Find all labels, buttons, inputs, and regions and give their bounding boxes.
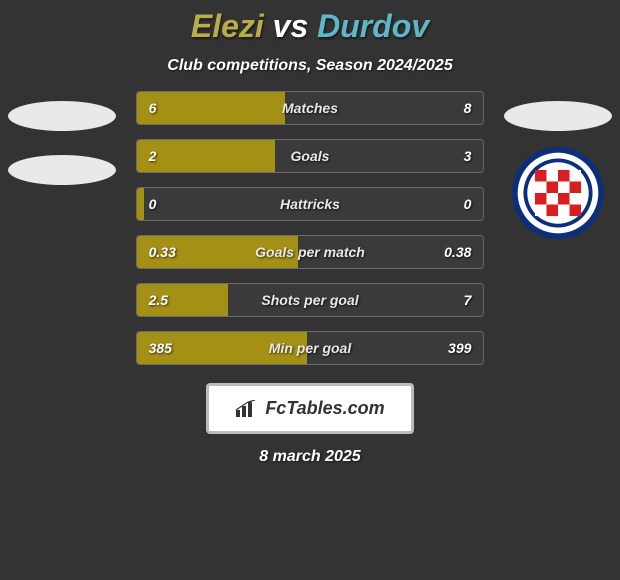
player-a-crest-placeholder <box>8 155 116 185</box>
left-side <box>6 91 118 199</box>
stat-value-left: 6 <box>149 100 157 116</box>
stat-row: 2 Goals 3 <box>136 139 485 173</box>
stat-bar-fill <box>137 92 286 124</box>
stat-label: Min per goal <box>269 340 351 356</box>
vs-text: vs <box>273 8 309 44</box>
player-b-name: Durdov <box>317 8 429 44</box>
stat-row: 0.33 Goals per match 0.38 <box>136 235 485 269</box>
brand-text: FcTables.com <box>265 398 384 419</box>
stat-row: 0 Hattricks 0 <box>136 187 485 221</box>
stat-value-left: 2 <box>149 148 157 164</box>
stat-value-left: 385 <box>149 340 172 356</box>
stat-value-left: 0.33 <box>149 244 176 260</box>
stat-value-right: 0 <box>464 196 472 212</box>
chart-icon <box>235 400 257 418</box>
stat-row: 6 Matches 8 <box>136 91 485 125</box>
stat-row: 385 Min per goal 399 <box>136 331 485 365</box>
player-b-photo-placeholder <box>504 101 612 131</box>
stat-value-left: 0 <box>149 196 157 212</box>
stat-label: Shots per goal <box>261 292 358 308</box>
stat-label: Goals <box>291 148 330 164</box>
footer-date: 8 march 2025 <box>0 448 620 466</box>
stat-value-right: 399 <box>448 340 471 356</box>
stat-label: Goals per match <box>255 244 365 260</box>
stat-value-right: 3 <box>464 148 472 164</box>
content-row: 6 Matches 8 2 Goals 3 0 Hattricks 0 0.33… <box>0 91 620 365</box>
stat-bars: 6 Matches 8 2 Goals 3 0 Hattricks 0 0.33… <box>136 91 485 365</box>
stat-bar-fill <box>137 140 276 172</box>
player-a-photo-placeholder <box>8 101 116 131</box>
page-title: Elezi vs Durdov <box>0 0 620 45</box>
stat-value-left: 2.5 <box>149 292 168 308</box>
subtitle: Club competitions, Season 2024/2025 <box>0 57 620 75</box>
stat-value-right: 8 <box>464 100 472 116</box>
stat-bar-fill <box>137 188 144 220</box>
player-a-name: Elezi <box>191 8 264 44</box>
footer: FcTables.com 8 march 2025 <box>0 383 620 466</box>
stat-value-right: 7 <box>464 292 472 308</box>
right-side <box>502 91 614 241</box>
stat-value-right: 0.38 <box>444 244 471 260</box>
stat-row: 2.5 Shots per goal 7 <box>136 283 485 317</box>
club-crest-icon <box>510 145 606 241</box>
stat-label: Matches <box>282 100 338 116</box>
brand-badge: FcTables.com <box>206 383 413 434</box>
stat-label: Hattricks <box>280 196 340 212</box>
